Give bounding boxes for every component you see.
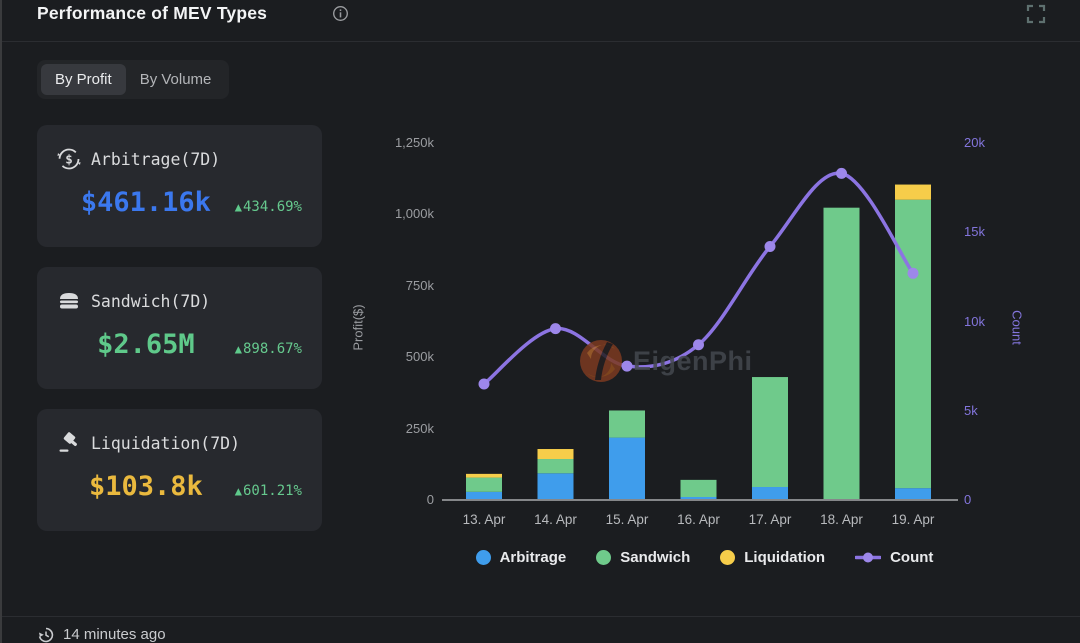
liquidation-dot-icon (720, 550, 736, 565)
card-label: Sandwich(7D) (91, 291, 211, 311)
last-updated-text: 14 minutes ago (63, 626, 166, 643)
x-tick-13: 13. Apr (462, 512, 506, 527)
right-tick-5k: 5k (964, 402, 978, 418)
left-tick-500k: 500k (405, 349, 434, 365)
tab-by-profit[interactable]: By Profit (41, 64, 126, 95)
footer: 14 minutes ago (38, 626, 166, 643)
bar-segment-arbitrage-19[interactable] (895, 488, 931, 499)
bar-segment-sandwich-17[interactable] (752, 377, 788, 488)
svg-text:$: $ (65, 152, 73, 167)
bar-segment-sandwich-18[interactable] (823, 207, 860, 500)
mev-profit-chart[interactable] (442, 130, 967, 515)
fullscreen-expand-icon[interactable] (1026, 4, 1046, 24)
arbitrage-dollar-cycle-icon: $ (57, 148, 81, 170)
x-tick-16: 16. Apr (677, 512, 720, 527)
delta-value: 601.21% (242, 483, 302, 499)
x-tick-18: 18. Apr (820, 512, 863, 527)
right-tick-20k: 20k (964, 135, 985, 150)
bar-segment-arbitrage-14[interactable] (537, 473, 574, 499)
legend-item-liquidation[interactable]: Liquidation (720, 549, 825, 566)
legend-label: Arbitrage (499, 549, 567, 566)
liquidation-stat-card: Liquidation(7D) $103.8k ▲601.21% (37, 409, 322, 531)
x-tick-17: 17. Apr (748, 512, 792, 527)
chart-legend: Arbitrage Sandwich Liquidation Count (432, 549, 977, 566)
card-value: $461.16k (80, 187, 211, 218)
x-tick-19: 19. Apr (891, 512, 935, 527)
panel-header: Performance of MEV Types (2, 0, 1080, 42)
bar-segment-sandwich-14[interactable] (537, 459, 574, 474)
bar-segment-sandwich-19[interactable] (895, 199, 931, 489)
card-value: $103.8k (88, 471, 203, 502)
sandwich-stat-card: Sandwich(7D) $2.65M ▲898.67% (37, 267, 322, 389)
bar-segment-sandwich-15[interactable] (609, 410, 645, 438)
left-tick-1,250k: 1,250k (394, 135, 434, 150)
page-title: Performance of MEV Types (37, 3, 268, 23)
right-tick-10k: 10k (964, 313, 985, 329)
card-delta: ▲601.21% (235, 483, 302, 499)
left-tick-250k: 250k (405, 420, 434, 436)
footer-divider (2, 616, 1080, 617)
count-point-13[interactable] (478, 378, 490, 390)
sandwich-burger-icon (60, 293, 78, 309)
arbitrage-stat-card: $ Arbitrage(7D) $461.16k ▲434.69% (37, 125, 322, 247)
card-label: Liquidation(7D) (91, 433, 241, 453)
count-point-14[interactable] (550, 323, 561, 335)
delta-up-icon: ▲ (234, 200, 242, 214)
bar-segment-arbitrage-17[interactable] (752, 487, 788, 499)
count-point-18[interactable] (836, 167, 847, 179)
right-tick-15k: 15k (964, 224, 985, 240)
card-value: $2.65M (97, 329, 195, 360)
left-tick-0: 0 (426, 492, 434, 507)
left-tick-750k: 750k (405, 277, 434, 293)
x-tick-15: 15. Apr (605, 512, 649, 527)
card-delta: ▲434.69% (235, 199, 302, 215)
legend-label: Liquidation (744, 549, 826, 566)
right-tick-0: 0 (964, 492, 972, 507)
bar-segment-arbitrage-15[interactable] (609, 437, 645, 499)
count-line-dot-icon (855, 552, 882, 563)
left-tick-1,000k: 1,000k (394, 206, 434, 222)
profit-volume-tab-group: By Profit By Volume (37, 60, 230, 99)
arbitrage-dot-icon (475, 550, 491, 565)
bar-segment-liquidation-14[interactable] (537, 449, 574, 460)
bar-segment-arbitrage-16[interactable] (680, 497, 717, 499)
card-delta: ▲898.67% (235, 341, 302, 357)
delta-up-icon: ▲ (234, 342, 242, 356)
legend-item-count[interactable]: Count (855, 549, 933, 566)
bar-segment-liquidation-13[interactable] (466, 473, 502, 478)
delta-up-icon: ▲ (234, 484, 242, 498)
delta-value: 898.67% (242, 341, 302, 357)
count-point-19[interactable] (907, 267, 919, 279)
legend-item-sandwich[interactable]: Sandwich (596, 549, 690, 566)
count-point-15[interactable] (621, 360, 633, 372)
count-point-17[interactable] (764, 241, 776, 253)
sandwich-dot-icon (596, 550, 612, 565)
clock-history-icon (38, 627, 54, 642)
delta-value: 434.69% (242, 199, 302, 215)
legend-label: Count (890, 549, 934, 566)
info-icon[interactable] (332, 5, 349, 22)
bar-segment-arbitrage-13[interactable] (466, 491, 502, 499)
bar-segment-sandwich-16[interactable] (680, 479, 717, 498)
tab-by-volume[interactable]: By Volume (139, 71, 212, 88)
bar-segment-sandwich-13[interactable] (466, 477, 502, 492)
legend-item-arbitrage[interactable]: Arbitrage (475, 549, 567, 566)
liquidation-gavel-icon (59, 432, 77, 452)
count-point-16[interactable] (693, 339, 704, 351)
legend-label: Sandwich (620, 549, 691, 566)
x-tick-14: 14. Apr (534, 512, 577, 527)
bar-segment-liquidation-19[interactable] (895, 184, 931, 200)
card-label: Arbitrage(7D) (91, 149, 221, 169)
